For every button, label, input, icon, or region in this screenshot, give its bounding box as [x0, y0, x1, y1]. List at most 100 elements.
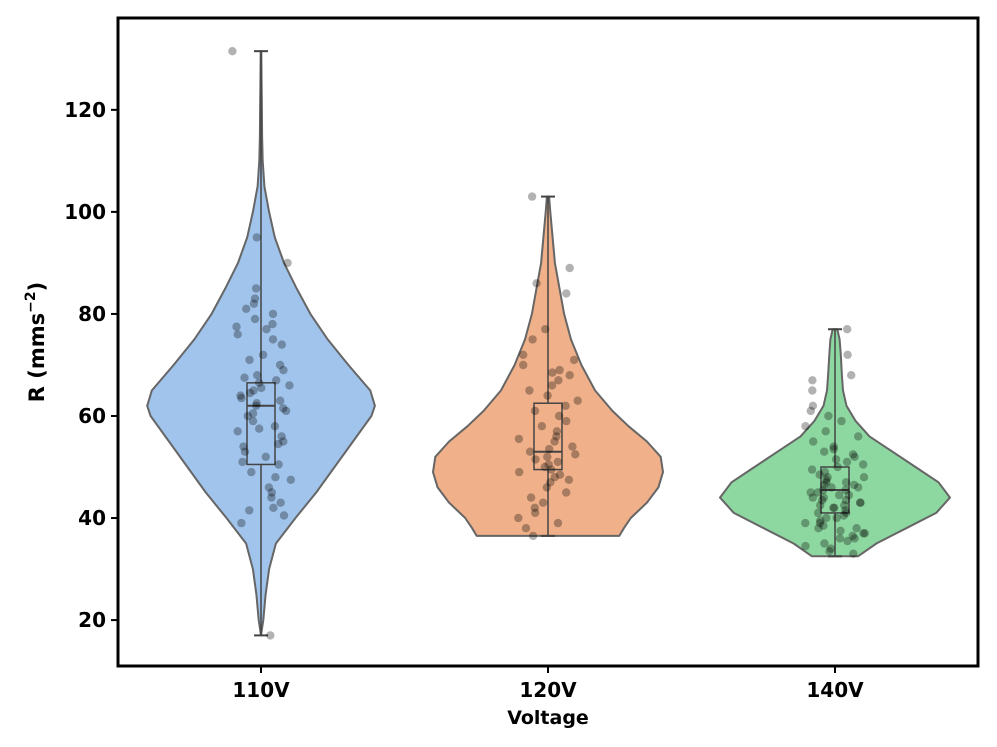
data-point [835, 490, 844, 500]
data-point [816, 516, 825, 525]
data-point [277, 340, 286, 349]
data-point [807, 465, 817, 474]
y-axis-title-close: ) [25, 282, 49, 292]
data-point [552, 427, 562, 436]
data-point [849, 549, 858, 558]
data-point [824, 411, 833, 421]
data-point [825, 547, 834, 556]
data-point [835, 534, 845, 543]
data-point [245, 506, 254, 515]
data-point [237, 518, 246, 528]
data-point [553, 457, 562, 467]
data-point [859, 529, 868, 538]
data-point [514, 434, 524, 444]
data-point [249, 386, 258, 395]
x-tick-label: 140V [806, 678, 864, 702]
data-point [823, 473, 832, 482]
x-tick-label: 120V [519, 678, 577, 702]
data-point [272, 376, 281, 385]
data-point [841, 496, 851, 505]
data-point [852, 524, 861, 533]
data-point [843, 536, 852, 546]
data-point [238, 457, 247, 467]
data-point [530, 503, 539, 512]
data-point [233, 330, 242, 339]
data-point [545, 444, 554, 454]
y-axis-title-superscript: −2 [23, 291, 39, 312]
data-point [228, 47, 237, 56]
y-tick-label: 60 [78, 404, 106, 428]
y-tick-label: 40 [78, 506, 106, 530]
data-point [251, 284, 261, 293]
data-point [819, 493, 828, 502]
data-point [822, 475, 831, 484]
data-point [843, 325, 852, 334]
data-point [242, 304, 251, 313]
data-point [267, 488, 276, 497]
data-point [849, 480, 859, 490]
data-point [264, 483, 274, 492]
data-point [521, 524, 531, 533]
data-point [240, 373, 249, 382]
data-point [276, 498, 285, 507]
data-point [515, 467, 524, 477]
data-point [514, 513, 523, 523]
data-point [255, 424, 264, 433]
data-point [279, 511, 289, 520]
data-point [820, 467, 830, 477]
data-point [829, 503, 838, 512]
data-point [250, 294, 260, 303]
data-point [859, 473, 869, 482]
data-point [801, 541, 810, 551]
data-point [274, 439, 283, 449]
data-point [843, 350, 852, 359]
data-point [285, 381, 294, 390]
data-point [540, 462, 550, 472]
data-point [552, 432, 561, 441]
data-point [531, 508, 540, 518]
data-point [820, 539, 829, 548]
data-point [859, 460, 868, 469]
data-point [547, 465, 556, 474]
data-point [236, 391, 245, 400]
data-point [257, 383, 266, 393]
data-point [283, 258, 292, 268]
data-point [856, 498, 865, 507]
data-point [573, 396, 582, 405]
data-point [548, 368, 557, 377]
data-point [543, 452, 552, 461]
data-point [550, 437, 559, 446]
x-axis-title: Voltage [507, 707, 589, 729]
data-point [543, 391, 552, 400]
data-point [827, 483, 836, 492]
data-point [275, 360, 285, 370]
data-point [836, 526, 845, 535]
data-point [247, 467, 256, 477]
data-point [813, 488, 822, 497]
y-tick-label: 80 [78, 302, 106, 326]
y-tick-label: 100 [64, 200, 106, 224]
data-point [519, 350, 528, 359]
data-point [815, 518, 825, 528]
data-point [258, 350, 268, 359]
data-point [830, 503, 839, 512]
box-110V [246, 382, 276, 466]
data-point [561, 401, 570, 410]
data-point [270, 422, 280, 431]
y-axis: 20 40 60 80 100 120 [64, 98, 118, 632]
data-point [281, 406, 291, 416]
data-point [253, 371, 262, 380]
data-point [565, 371, 574, 380]
points-layer [228, 47, 869, 640]
data-point [286, 475, 295, 484]
data-point [254, 378, 264, 387]
data-point [243, 411, 252, 421]
data-point [841, 506, 850, 515]
data-point [233, 427, 242, 436]
data-point [848, 450, 858, 459]
data-point [821, 427, 830, 436]
data-point [528, 335, 537, 344]
data-point [237, 393, 246, 403]
data-point [232, 322, 241, 331]
